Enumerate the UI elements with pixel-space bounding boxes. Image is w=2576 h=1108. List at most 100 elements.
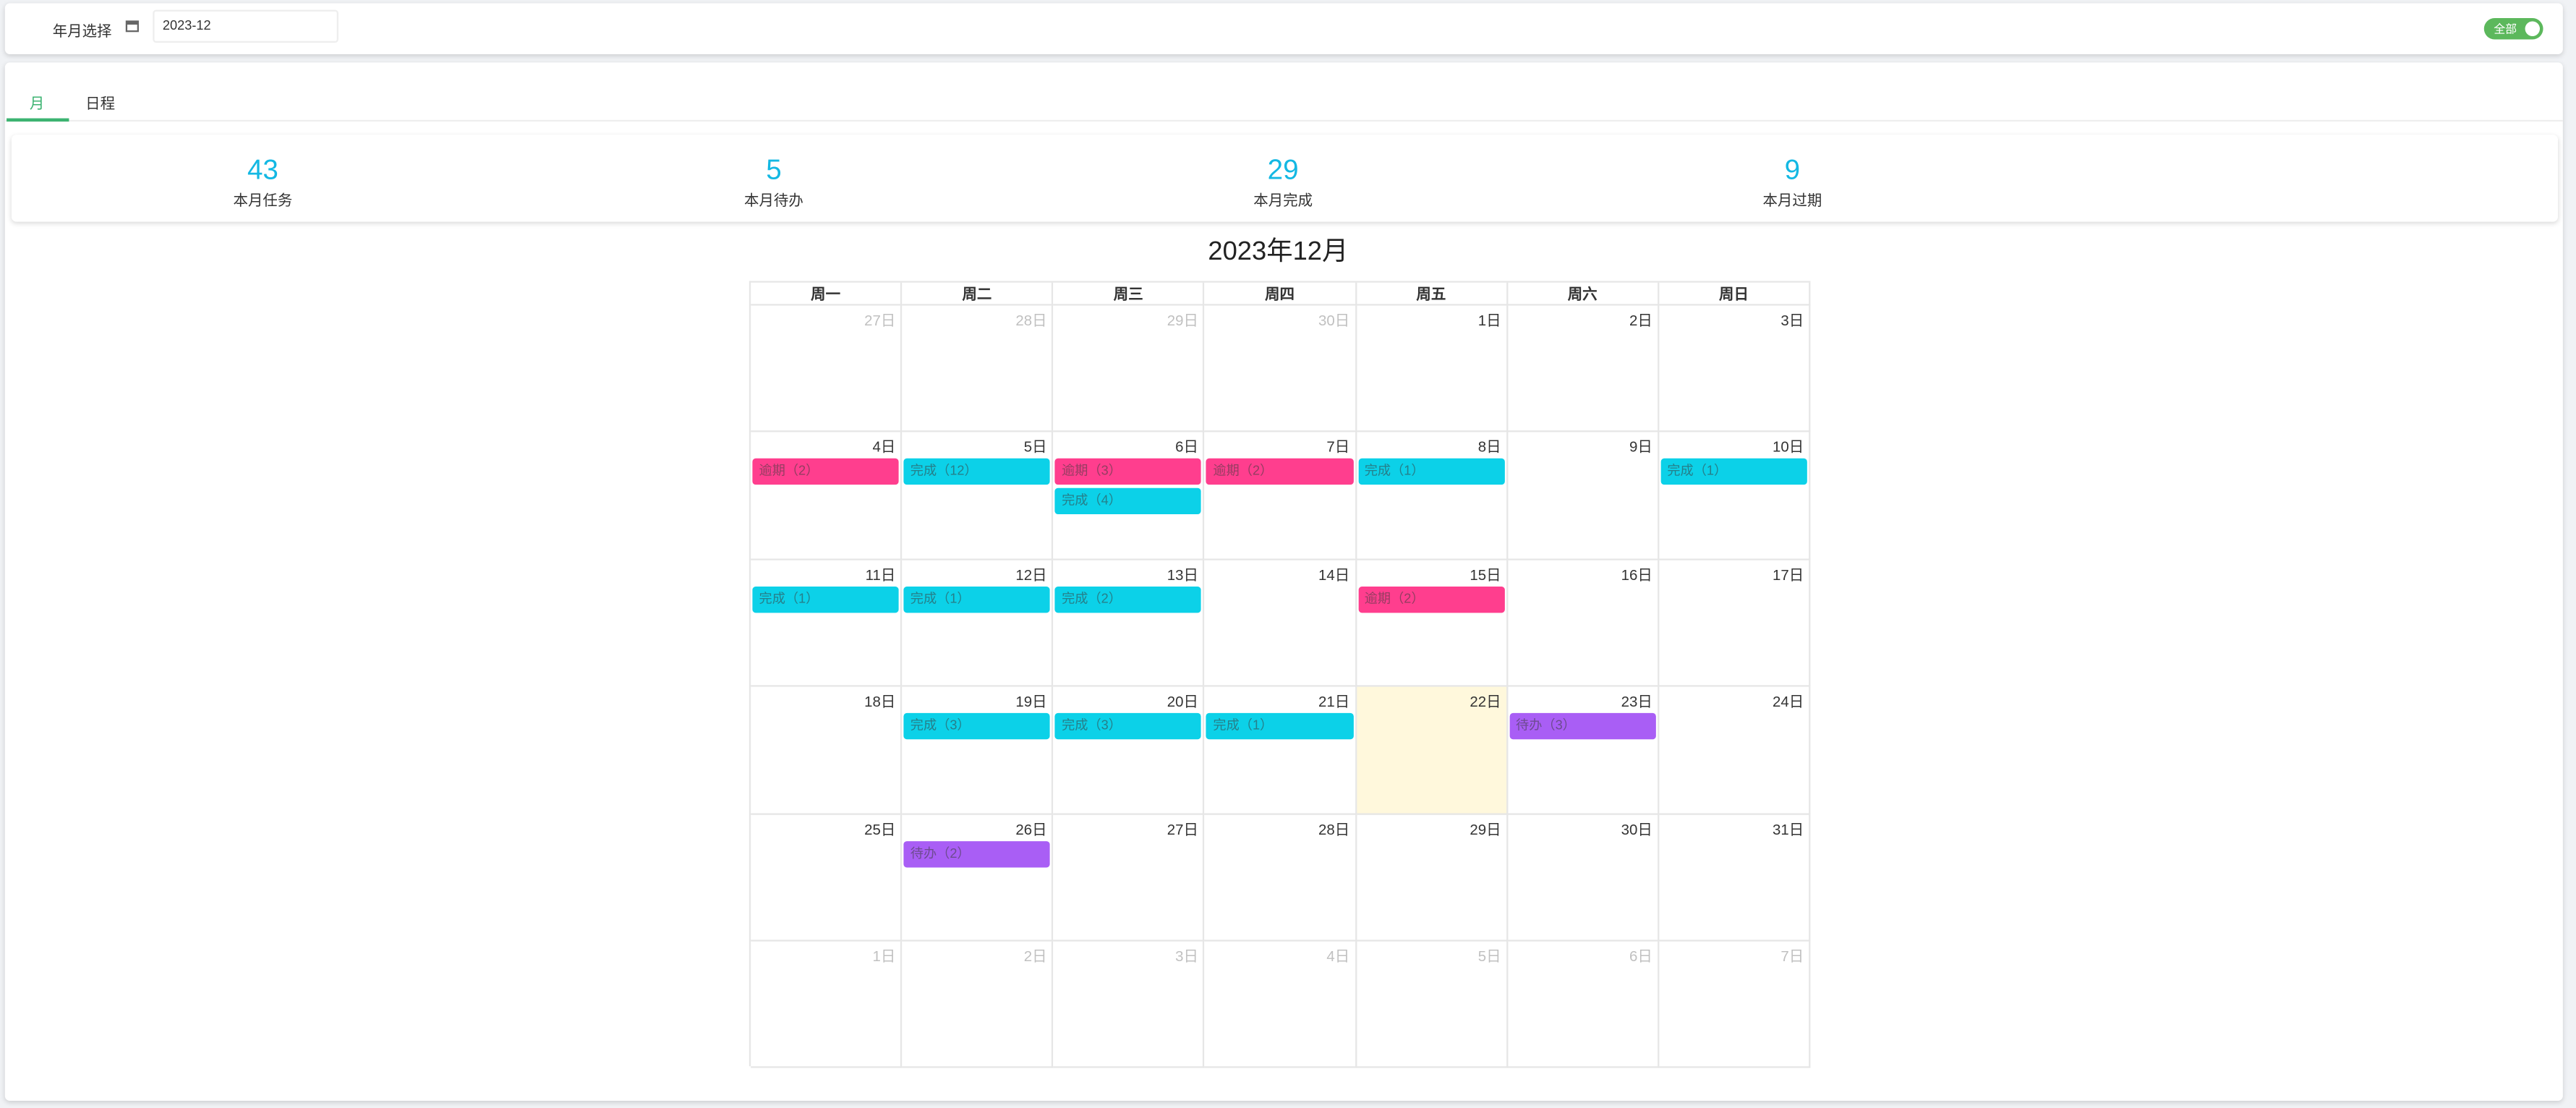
day-number: 30日	[1318, 312, 1350, 329]
event-bar[interactable]: 完成（1）	[1357, 459, 1505, 486]
day-cell[interactable]: 23日待办（3）	[1507, 686, 1659, 814]
event-bar[interactable]: 完成（3）	[1055, 713, 1202, 740]
day-number: 11日	[865, 566, 896, 583]
day-cell[interactable]: 27日	[751, 305, 903, 433]
date-input[interactable]: 2023-12	[153, 9, 338, 43]
day-number: 28日	[1318, 820, 1350, 838]
day-cell[interactable]: 29日	[1053, 305, 1206, 433]
day-cell[interactable]: 14日	[1205, 560, 1357, 687]
day-cell[interactable]: 12日完成（1）	[902, 560, 1054, 687]
day-number: 4日	[1326, 947, 1350, 965]
day-number: 2日	[1023, 947, 1047, 965]
day-cell[interactable]: 28日	[1205, 814, 1357, 942]
day-cell[interactable]: 30日	[1205, 305, 1357, 433]
day-number: 5日	[1477, 947, 1501, 965]
day-cell[interactable]: 25日	[751, 814, 903, 942]
event-bar[interactable]: 完成（1）	[903, 586, 1051, 613]
main-panel: 月 日程 43 本月任务 5 本月待办 29 本月完成 9 本月过期 2023年12月 周一 周…	[4, 62, 2563, 1101]
event-bar[interactable]: 完成（12）	[903, 459, 1051, 486]
stat-value: 29	[1267, 154, 1299, 186]
day-cell[interactable]: 5日	[1356, 941, 1508, 1069]
weekday-label: 周五	[1416, 286, 1446, 302]
day-cell[interactable]: 31日	[1659, 814, 1811, 942]
day-cell[interactable]: 7日	[1659, 941, 1811, 1069]
day-cell[interactable]: 29日	[1356, 814, 1508, 942]
stat-value: 5	[766, 154, 782, 186]
weekday-header: 周二	[902, 282, 1054, 306]
day-number: 19日	[1015, 694, 1047, 710]
event-bar[interactable]: 完成（1）	[1206, 713, 1353, 740]
day-cell[interactable]: 11日完成（1）	[751, 560, 903, 687]
day-cell[interactable]: 10日完成（1）	[1659, 432, 1811, 561]
tab-active-bar	[7, 118, 69, 122]
event-bar[interactable]: 完成（3）	[903, 713, 1051, 740]
day-cell[interactable]: 8日 完成（1）	[1356, 432, 1508, 561]
stat-label: 本月任务	[233, 192, 293, 209]
day-number: 7日	[1326, 439, 1350, 456]
day-cell[interactable]: 19日完成（3）	[902, 686, 1054, 814]
weekday-label: 周日	[1719, 286, 1749, 302]
day-cell[interactable]: 1日	[1356, 305, 1508, 433]
day-cell[interactable]: 16日	[1507, 560, 1659, 687]
day-number: 13日	[1167, 566, 1198, 583]
calendar-title: 2023年12月	[1208, 238, 1349, 267]
weekday-label: 周一	[811, 286, 841, 302]
day-cell[interactable]: 3日	[1659, 305, 1811, 433]
day-cell[interactable]: 24日	[1659, 686, 1811, 814]
day-cell[interactable]: 5日 完成（12）	[902, 432, 1054, 561]
day-cell[interactable]: 22日	[1356, 686, 1508, 814]
event-bar[interactable]: 完成（4）	[1055, 487, 1202, 514]
weekday-header: 周一	[751, 282, 903, 306]
event-bar[interactable]: 完成（1）	[752, 586, 899, 613]
event-bar[interactable]: 完成（2）	[1055, 586, 1202, 613]
weekday-header: 周日	[1659, 282, 1811, 306]
stat-label: 本月待办	[744, 192, 803, 209]
filter-label: 年月选择	[52, 22, 112, 40]
day-number: 10日	[1773, 439, 1804, 456]
day-cell[interactable]: 1日	[751, 941, 903, 1069]
day-number: 24日	[1773, 694, 1804, 710]
tab-divider	[4, 119, 2563, 122]
stats-card: 43 本月任务 5 本月待办 29 本月完成 9 本月过期	[11, 135, 2559, 222]
event-bar[interactable]: 完成（1）	[1660, 459, 1807, 486]
day-cell[interactable]: 28日	[902, 305, 1054, 433]
event-bar[interactable]: 待办（3）	[1509, 713, 1656, 740]
day-number: 4日	[872, 439, 896, 456]
day-cell[interactable]: 9日	[1507, 432, 1659, 561]
day-number: 21日	[1318, 694, 1350, 710]
day-number: 27日	[864, 312, 896, 329]
day-cell[interactable]: 2日	[902, 941, 1054, 1069]
event-bar[interactable]: 逾期（2）	[752, 459, 899, 486]
day-cell[interactable]: 17日	[1659, 560, 1811, 687]
day-cell[interactable]: 27日	[1053, 814, 1206, 942]
day-cell[interactable]: 7日逾期（2）	[1205, 432, 1357, 561]
day-cell[interactable]: 2日	[1507, 305, 1659, 433]
event-bar[interactable]: 逾期（2）	[1206, 459, 1353, 486]
day-cell[interactable]: 4日逾期（2）	[751, 432, 903, 561]
event-bar[interactable]: 待办（2）	[903, 840, 1051, 867]
weekday-label: 周六	[1567, 286, 1598, 302]
stat-label: 本月完成	[1253, 192, 1313, 209]
day-cell[interactable]: 3日	[1053, 941, 1206, 1069]
day-cell[interactable]: 6日	[1507, 941, 1659, 1069]
day-cell[interactable]: 15日 逾期（2）	[1356, 560, 1508, 687]
event-bar[interactable]: 逾期（3）	[1055, 459, 1202, 486]
day-cell[interactable]: 26日 待办（2）	[902, 814, 1054, 942]
day-cell[interactable]: 20日 完成（3）	[1053, 686, 1206, 814]
day-number: 1日	[1477, 312, 1501, 329]
day-number: 23日	[1621, 694, 1652, 710]
toggle[interactable]: 全部	[2483, 17, 2543, 40]
day-cell[interactable]: 30日	[1507, 814, 1659, 942]
day-cell[interactable]: 13日完成（2）	[1053, 560, 1206, 687]
day-cell[interactable]: 21日完成（1）	[1205, 686, 1357, 814]
day-number: 30日	[1621, 820, 1652, 838]
day-number: 12日	[1015, 566, 1047, 583]
tab[interactable]: 日程	[85, 95, 116, 112]
day-cell[interactable]: 6日 逾期（3） 完成（4）	[1053, 432, 1206, 561]
tab[interactable]: 月	[29, 95, 45, 112]
day-cell[interactable]: 4日	[1205, 941, 1357, 1069]
event-bar[interactable]: 逾期（2）	[1357, 586, 1505, 613]
day-number: 2日	[1629, 312, 1652, 329]
day-cell[interactable]: 18日	[751, 686, 903, 814]
